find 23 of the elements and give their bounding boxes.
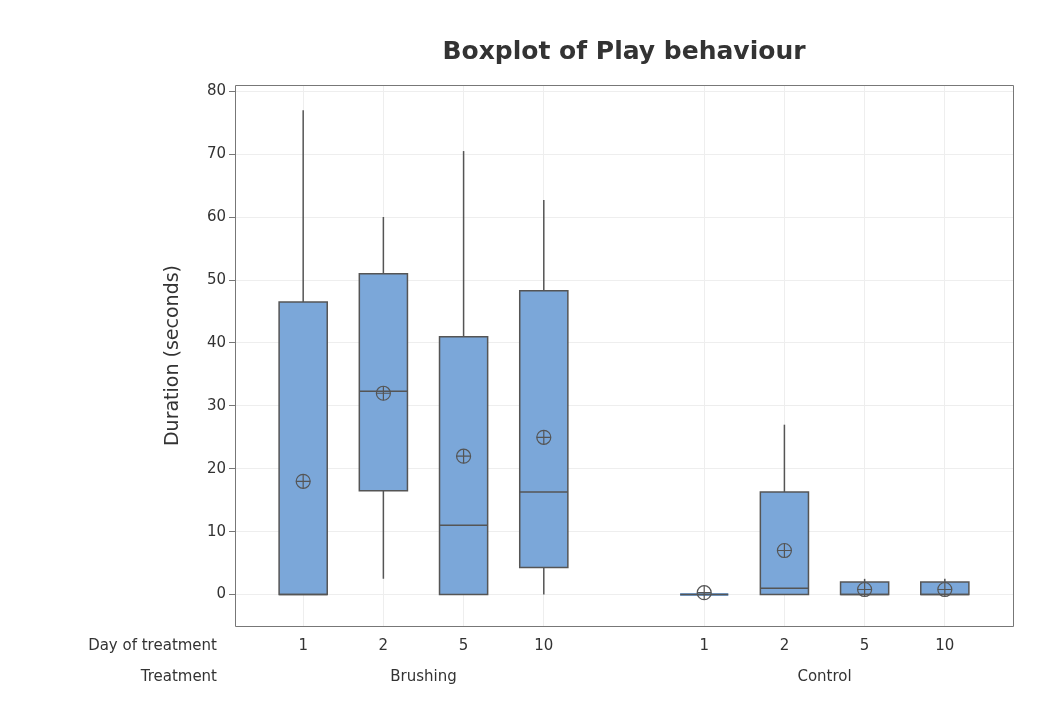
- y-tick-label: 10: [206, 521, 226, 540]
- x-tick-label: 5: [458, 635, 469, 654]
- y-tick-label: 20: [206, 458, 226, 477]
- text: Treatment: [139, 666, 218, 685]
- x-axis-title: Day of treatment: [88, 635, 218, 654]
- x-tick-label: 5: [859, 635, 870, 654]
- y-tick-label: 0: [216, 584, 226, 603]
- x-tick-label: 2: [378, 635, 389, 654]
- y-tick-label: 30: [206, 395, 226, 414]
- x-tick-label: 2: [779, 635, 790, 654]
- y-tick-label: 50: [206, 269, 226, 288]
- x-tick-label: 10: [534, 635, 554, 654]
- text: Brushing: [390, 666, 457, 685]
- chart-title: Boxplot of Play behaviour: [442, 35, 807, 65]
- y-axis-title: Duration (seconds): [159, 264, 182, 447]
- y-tick-label: 40: [206, 332, 226, 351]
- x-tick-label: 1: [699, 635, 709, 654]
- x-tick-label: 10: [935, 635, 955, 654]
- y-tick-label: 80: [206, 81, 226, 100]
- text: Control: [797, 666, 852, 685]
- x-tick-label: 1: [298, 635, 308, 654]
- y-tick-label: 70: [206, 144, 226, 163]
- y-tick-label: 60: [206, 207, 226, 225]
